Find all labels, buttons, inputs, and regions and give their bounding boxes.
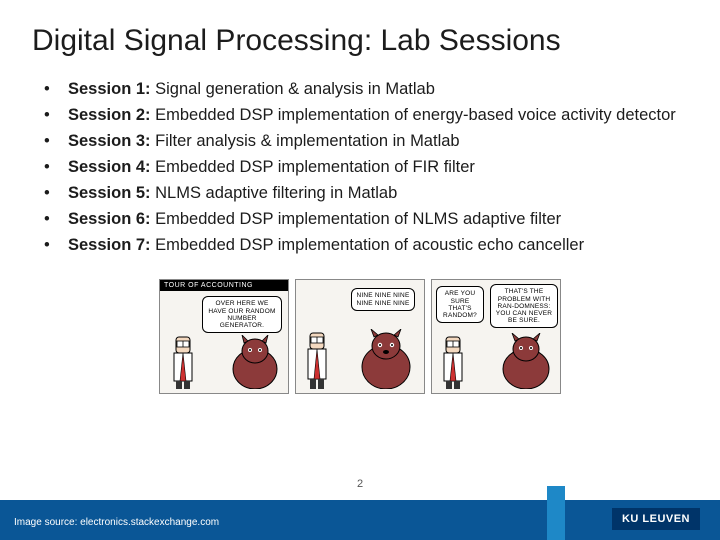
session-text: Embedded DSP implementation of FIR filte… [151, 158, 475, 176]
page-number: 2 [0, 478, 720, 490]
session-label: Session 6: [68, 210, 151, 228]
monster-character [228, 335, 282, 389]
comic-panel-3: ARE YOU SURE THAT'S RANDOM? THAT'S THE P… [431, 279, 561, 394]
session-list: Session 1: Signal generation & analysis … [32, 78, 688, 257]
comic-panel-2: NINE NINE NINE NINE NINE NINE [295, 279, 425, 394]
footer-accent [547, 486, 565, 540]
session-text: Embedded DSP implementation of NLMS adap… [151, 210, 562, 228]
speech-bubble: OVER HERE WE HAVE OUR RANDOM NUMBER GENE… [202, 296, 282, 333]
comic-header: TOUR OF ACCOUNTING [160, 280, 288, 291]
dilbert-character [300, 331, 334, 389]
footer-bar: KU LEUVEN Image source: electronics.stac… [0, 500, 720, 540]
comic-strip: TOUR OF ACCOUNTING OVER HERE WE HAVE OUR… [32, 279, 688, 394]
session-label: Session 3: [68, 132, 151, 150]
speech-bubble: ARE YOU SURE THAT'S RANDOM? [436, 286, 484, 323]
monster-character [498, 333, 554, 389]
list-item: Session 4: Embedded DSP implementation o… [44, 156, 688, 180]
dilbert-character [166, 335, 200, 389]
image-source-text: Image source: electronics.stackexchange.… [14, 517, 219, 528]
list-item: Session 3: Filter analysis & implementat… [44, 130, 688, 154]
dilbert-character [436, 335, 470, 389]
session-text: NLMS adaptive filtering in Matlab [151, 184, 398, 202]
monster-character [356, 329, 416, 389]
session-text: Embedded DSP implementation of acoustic … [151, 236, 585, 254]
session-label: Session 1: [68, 80, 151, 98]
session-text: Signal generation & analysis in Matlab [151, 80, 435, 98]
kuleuven-logo: KU LEUVEN [612, 508, 700, 530]
list-item: Session 6: Embedded DSP implementation o… [44, 208, 688, 232]
list-item: Session 1: Signal generation & analysis … [44, 78, 688, 102]
session-label: Session 7: [68, 236, 151, 254]
session-text: Embedded DSP implementation of energy-ba… [151, 106, 676, 124]
slide-container: Digital Signal Processing: Lab Sessions … [0, 0, 720, 540]
session-label: Session 2: [68, 106, 151, 124]
speech-bubble: NINE NINE NINE NINE NINE NINE [351, 288, 415, 310]
list-item: Session 7: Embedded DSP implementation o… [44, 234, 688, 258]
list-item: Session 5: NLMS adaptive filtering in Ma… [44, 182, 688, 206]
speech-bubble: THAT'S THE PROBLEM WITH RAN-DOMNESS: YOU… [490, 284, 558, 328]
list-item: Session 2: Embedded DSP implementation o… [44, 104, 688, 128]
comic-panel-1: TOUR OF ACCOUNTING OVER HERE WE HAVE OUR… [159, 279, 289, 394]
page-title: Digital Signal Processing: Lab Sessions [32, 24, 688, 58]
session-label: Session 5: [68, 184, 151, 202]
session-label: Session 4: [68, 158, 151, 176]
session-text: Filter analysis & implementation in Matl… [151, 132, 460, 150]
